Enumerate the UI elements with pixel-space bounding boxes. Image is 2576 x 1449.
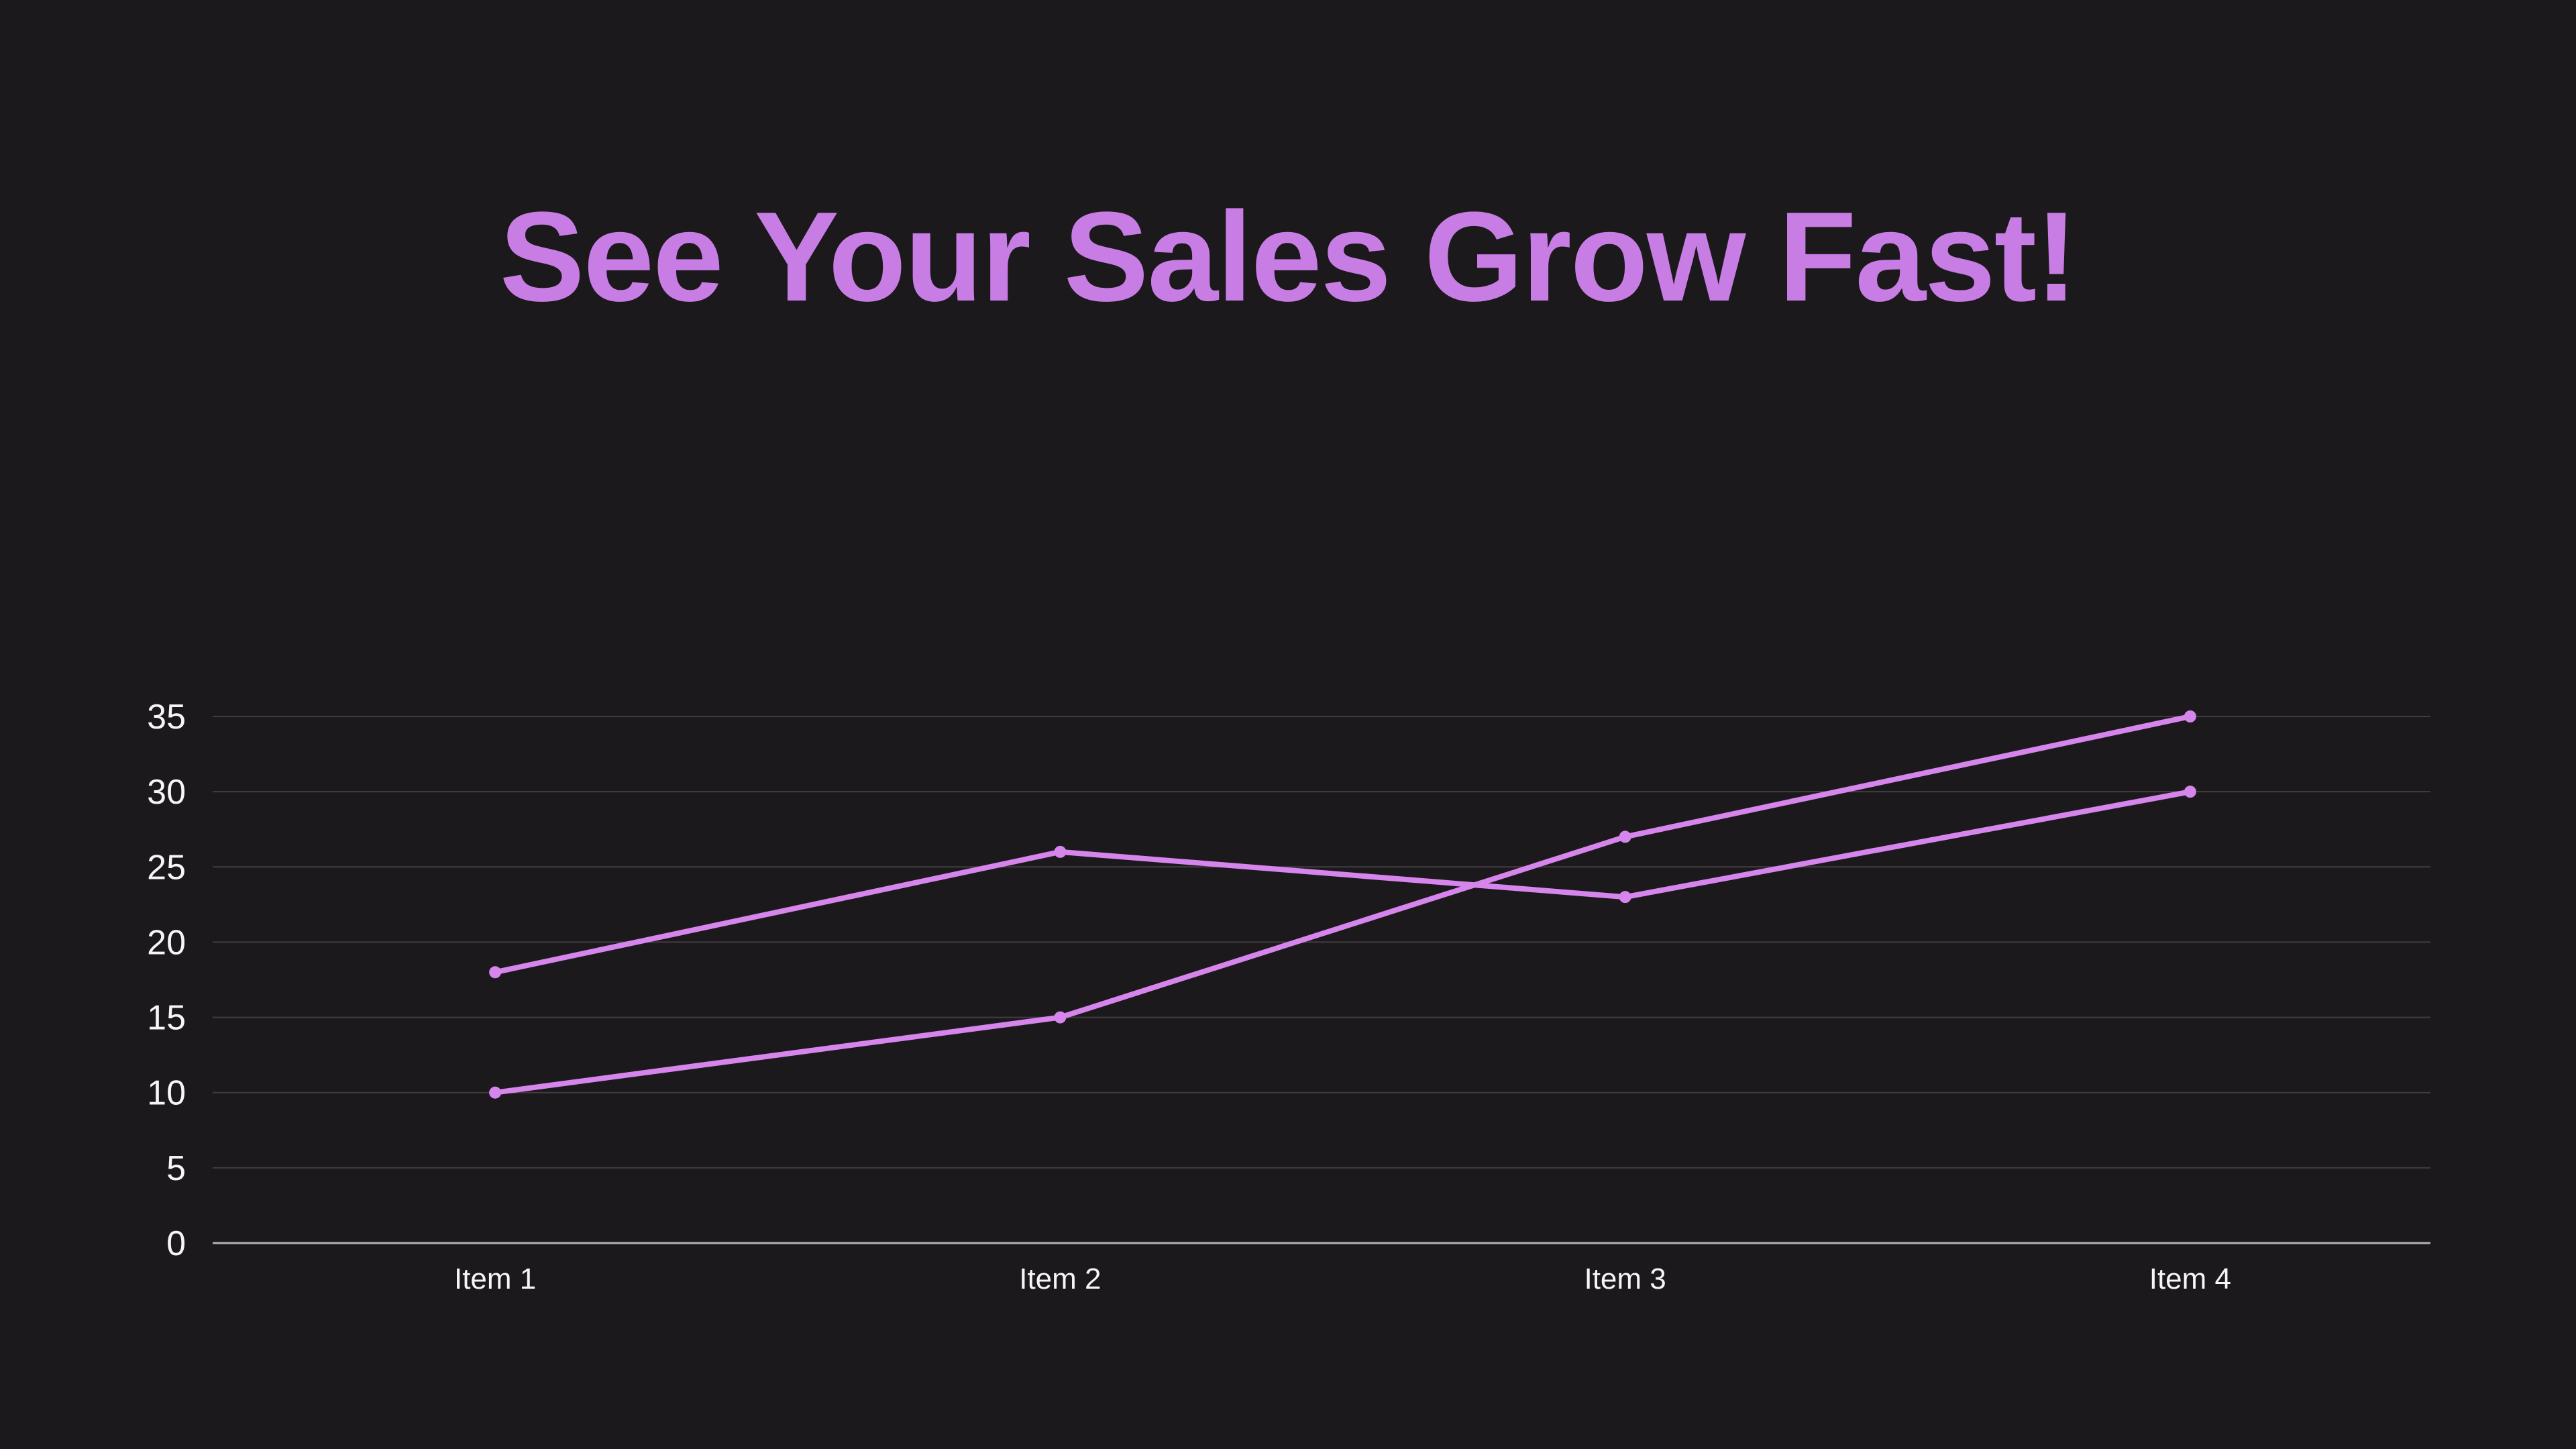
data-point-series-1-1 bbox=[489, 966, 502, 979]
data-point-series-2-1 bbox=[489, 1086, 502, 1099]
x-category-label: Item 3 bbox=[1584, 1263, 1666, 1295]
data-point-series-2-3 bbox=[1619, 830, 1631, 843]
series-line-series-2 bbox=[492, 714, 2193, 1095]
data-point-series-1-3 bbox=[1619, 891, 1631, 904]
y-tick-label: 5 bbox=[166, 1149, 186, 1188]
x-category-label: Item 2 bbox=[1019, 1263, 1101, 1295]
series-line-series-1 bbox=[492, 789, 2193, 975]
y-tick-label: 10 bbox=[147, 1074, 186, 1113]
data-point-series-2-2 bbox=[1054, 1011, 1067, 1024]
y-tick-label: 30 bbox=[147, 773, 186, 812]
slide-title: See Your Sales Grow Fast! bbox=[499, 186, 2078, 328]
data-point-series-2-4 bbox=[2184, 710, 2196, 722]
y-tick-label: 35 bbox=[147, 698, 186, 737]
y-tick-label: 15 bbox=[147, 999, 186, 1038]
x-category-label: Item 1 bbox=[454, 1263, 536, 1295]
y-tick-label: 25 bbox=[147, 848, 186, 887]
data-point-series-1-4 bbox=[2184, 786, 2196, 798]
y-tick-label: 0 bbox=[166, 1224, 186, 1263]
x-category-label: Item 4 bbox=[2149, 1263, 2231, 1295]
y-tick-label: 20 bbox=[147, 923, 186, 962]
data-point-series-1-2 bbox=[1054, 845, 1067, 858]
